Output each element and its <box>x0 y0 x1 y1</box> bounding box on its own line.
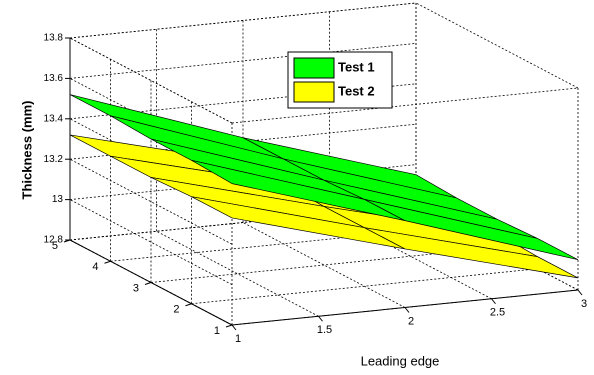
grid-line <box>69 158 233 245</box>
z-tick-label: 13.4 <box>44 113 64 124</box>
x-tick-label: 2.5 <box>490 307 505 319</box>
grid-line <box>69 78 233 164</box>
grid-line <box>156 230 319 317</box>
y-tick <box>144 282 152 285</box>
legend-swatch <box>293 57 335 79</box>
y-tick <box>225 324 233 328</box>
grid-line <box>69 37 233 124</box>
legend-label: Test 2 <box>338 83 375 98</box>
x-tick-label: 1 <box>235 333 241 345</box>
y-tick-label: 1 <box>214 325 220 337</box>
y-tick <box>185 303 192 307</box>
y-tick-label: 2 <box>173 304 179 316</box>
x-tick <box>577 289 583 296</box>
x-tick-label: 3 <box>581 298 587 310</box>
z-tick-label: 12.8 <box>44 235 64 246</box>
z-tick-label: 13.6 <box>44 73 64 84</box>
y-tick-label: 5 <box>52 240 58 252</box>
z-tick-label: 13.8 <box>44 33 64 44</box>
box-edge <box>231 87 579 124</box>
surface-patch <box>364 227 579 279</box>
y-tick-label: 4 <box>92 261 98 273</box>
x-tick <box>491 298 496 305</box>
z-tick-label: 13.2 <box>44 154 64 165</box>
x-axis-label: Leading edge <box>361 353 440 368</box>
grid-line <box>242 222 406 308</box>
y-tick-label: 3 <box>133 282 139 294</box>
surface-patch <box>364 199 579 261</box>
legend-swatch <box>293 81 335 103</box>
grid-line <box>69 118 233 205</box>
y-tick <box>104 260 111 264</box>
grid-line <box>69 199 233 285</box>
x-tick <box>318 315 323 322</box>
x-tick <box>404 307 410 313</box>
z-axis-label: Thickness (mm) <box>19 101 34 200</box>
z-tick-label: 13 <box>52 194 64 205</box>
box-edge <box>415 2 579 89</box>
x-tick-label: 1.5 <box>317 324 332 336</box>
legend-label: Test 1 <box>338 59 375 74</box>
x-tick <box>231 324 237 331</box>
grid-line <box>191 268 538 305</box>
x-tick-label: 2 <box>408 315 414 327</box>
